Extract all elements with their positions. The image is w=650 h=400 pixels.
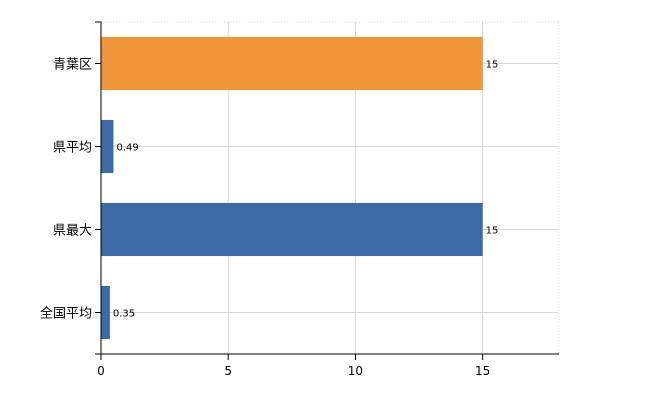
bar-1 <box>101 119 114 174</box>
bar-3 <box>101 285 110 340</box>
x-tick-label-2: 10 <box>348 364 363 378</box>
category-label-2: 県最大 <box>53 224 92 239</box>
category-label-0: 青葉区 <box>53 58 92 73</box>
x-tick-label-0: 0 <box>97 364 105 378</box>
bar-0 <box>101 36 483 91</box>
data-label-0: 15 <box>486 60 499 71</box>
data-label-2: 15 <box>486 226 499 237</box>
x-tick-label-1: 5 <box>224 364 232 378</box>
bars <box>101 36 483 340</box>
data-label-1: 0.49 <box>116 143 138 154</box>
x-tick-label-3: 15 <box>475 364 490 378</box>
data-label-3: 0.35 <box>113 309 135 320</box>
category-label-3: 全国平均 <box>40 306 92 322</box>
axes <box>95 21 559 360</box>
category-label-1: 県平均 <box>53 141 92 156</box>
bar-2 <box>101 202 483 257</box>
